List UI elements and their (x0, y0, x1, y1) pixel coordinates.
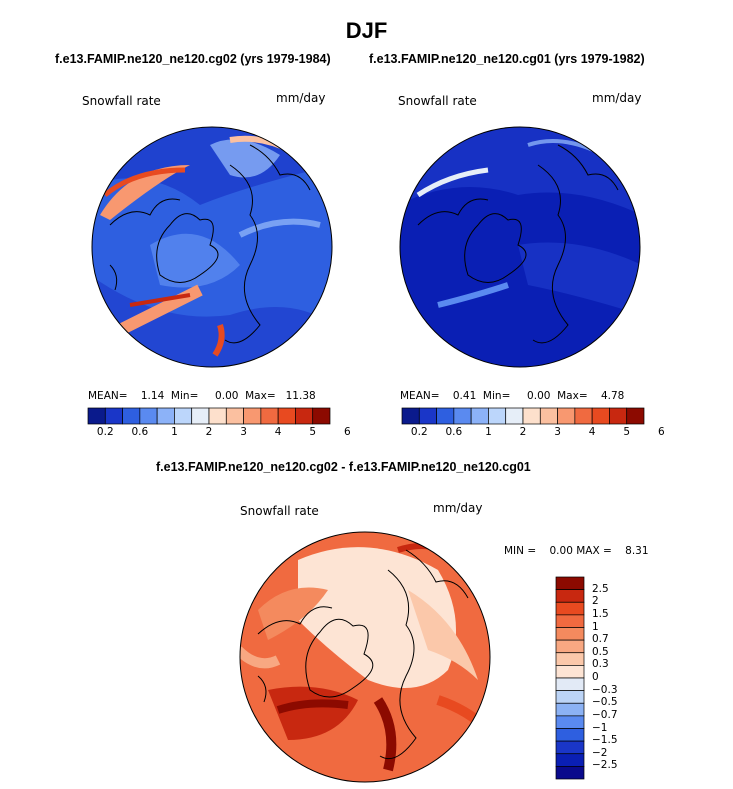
case2-colorbar-tick-label: 0.6 (445, 426, 463, 438)
diff-colorbar-ticks: 2.5 2 1.5 1 0.7 0.5 0.3 0 −0.3 −0.5 −0.7 −1 −1.5 −2 −2… (592, 577, 652, 779)
case1-colorbar-tick-label: 5 (309, 426, 317, 438)
case2-colorbar-tick-label: 0.2 (410, 426, 428, 438)
case1-colorbar-swatch (208, 407, 227, 425)
diff-colorbar-swatch (555, 677, 585, 691)
case2-colorbar-tick-label: 3 (554, 426, 561, 438)
case2-map (399, 126, 641, 368)
case2-colorbar-swatch (470, 407, 489, 425)
diff-colorbar-tick-label: 0.7 (592, 633, 609, 646)
case2-colorbar-swatch (609, 407, 628, 425)
case2-colorbar-tick-label: 6 (657, 426, 665, 438)
diff-colorbar-tick-label: 1 (592, 620, 599, 633)
case1-colorbar-swatch (122, 407, 141, 425)
diff-colorbar-tick-label: 2.5 (592, 582, 609, 595)
case2-stats: MEAN= 0.41 Min= 0.00 Max= 4.78 (400, 390, 625, 402)
case2-colorbar-swatch (574, 407, 593, 425)
diff-colorbar-swatch (555, 576, 585, 590)
case2-colorbar-swatch (557, 407, 576, 425)
case1-colorbar-swatch (191, 407, 210, 425)
case2-colorbar (401, 407, 645, 425)
diff-colorbar-swatch (555, 702, 585, 717)
case1-colorbar-tick-label: 4 (274, 426, 282, 438)
figure-title: DJF (345, 18, 388, 43)
case1-colorbar-tick-label: 6 (343, 426, 351, 438)
case1-units-label: mm/day (276, 91, 326, 105)
case2-colorbar-swatch (436, 407, 455, 425)
case1-colorbar-swatch (277, 407, 296, 425)
diff-colorbar (555, 576, 585, 780)
case1-colorbar-swatch (295, 407, 314, 425)
diff-colorbar-swatch (555, 627, 585, 641)
case2-colorbar-ticks: 0.2 0.6 1 2 3 4 5 6 (402, 426, 665, 440)
case2-colorbar-swatch (522, 407, 541, 425)
diff-colorbar-tick-label: 2 (592, 595, 599, 608)
case2-colorbar-swatch (505, 407, 524, 425)
case1-colorbar-swatch (156, 407, 175, 425)
case1-colorbar-tick-label: 1 (171, 426, 178, 438)
diff-colorbar-tick-label: 1.5 (592, 607, 609, 620)
diff-variable-label: Snowfall rate (240, 504, 319, 518)
diff-colorbar-tick-label: −2 (592, 746, 608, 759)
case2-colorbar-swatch (453, 407, 472, 425)
diff-colorbar-tick-label: −2.5 (592, 759, 618, 772)
case2-title: f.e13.FAMIP.ne120_ne120.cg01 (yrs 1979-1… (369, 52, 645, 66)
case1-colorbar-swatch (87, 407, 106, 425)
diff-colorbar-swatch (555, 665, 585, 679)
case1-colorbar-ticks: 0.2 0.6 1 2 3 4 5 6 (88, 426, 351, 440)
diff-map (239, 531, 491, 783)
case2-colorbar-tick-label: 4 (588, 426, 596, 438)
case1-colorbar-swatch (104, 407, 123, 425)
case1-colorbar-swatch (312, 407, 331, 425)
case2-colorbar-swatch (626, 407, 645, 425)
case2-units-label: mm/day (592, 91, 642, 105)
case2-variable-label: Snowfall rate (398, 94, 477, 108)
case1-colorbar (87, 407, 331, 425)
case2-colorbar-swatch (418, 407, 437, 425)
diff-stats: MIN = 0.00 MAX = 8.31 (504, 545, 649, 557)
diff-colorbar-tick-label: −0.3 (592, 683, 618, 696)
case1-colorbar-tick-label: 3 (240, 426, 247, 438)
diff-colorbar-swatch (555, 740, 585, 755)
case1-colorbar-tick-label: 0.6 (131, 426, 149, 438)
case1-colorbar-swatch (243, 407, 262, 425)
case1-colorbar-tick-label: 2 (205, 426, 213, 438)
case2-colorbar-swatch (591, 407, 610, 425)
diff-colorbar-swatch (555, 652, 585, 666)
diff-colorbar-tick-label: 0 (592, 671, 599, 683)
diff-colorbar-swatch (555, 589, 585, 603)
case2-colorbar-tick-label: 1 (485, 426, 492, 438)
diff-colorbar-tick-label: −1 (592, 721, 608, 734)
diff-title: f.e13.FAMIP.ne120_ne120.cg02 - f.e13.FAM… (156, 460, 531, 474)
diff-colorbar-tick-label: 0.3 (592, 658, 609, 671)
diff-colorbar-swatch (555, 601, 585, 616)
diff-colorbar-swatch (555, 753, 585, 767)
case2-colorbar-swatch (401, 407, 420, 425)
diff-colorbar-tick-label: 0.5 (592, 645, 609, 658)
diff-colorbar-tick-label: −0.5 (592, 696, 618, 709)
case1-colorbar-swatch (174, 407, 193, 425)
diff-colorbar-tick-label: −1.5 (592, 734, 618, 747)
case1-colorbar-swatch (225, 407, 244, 425)
case1-colorbar-tick-label: 0.2 (96, 426, 114, 438)
case2-colorbar-swatch (539, 407, 558, 425)
case2-colorbar-tick-label: 2 (519, 426, 527, 438)
case1-map (91, 126, 333, 368)
case1-variable-label: Snowfall rate (82, 94, 161, 108)
diff-colorbar-swatch (555, 690, 585, 704)
diff-units-label: mm/day (433, 501, 483, 515)
case1-colorbar-swatch (139, 407, 158, 425)
case1-title: f.e13.FAMIP.ne120_ne120.cg02 (yrs 1979-1… (55, 52, 331, 66)
diff-colorbar-tick-label: −0.7 (592, 708, 618, 721)
diff-colorbar-swatch (555, 766, 585, 780)
diff-colorbar-swatch (555, 614, 585, 628)
diff-colorbar-swatch (555, 639, 585, 654)
case1-stats: MEAN= 1.14 Min= 0.00 Max= 11.38 (88, 390, 316, 402)
case2-colorbar-swatch (488, 407, 507, 425)
diff-colorbar-swatch (555, 728, 585, 742)
diff-colorbar-swatch (555, 715, 585, 729)
case1-colorbar-swatch (260, 407, 279, 425)
case2-colorbar-tick-label: 5 (623, 426, 631, 438)
